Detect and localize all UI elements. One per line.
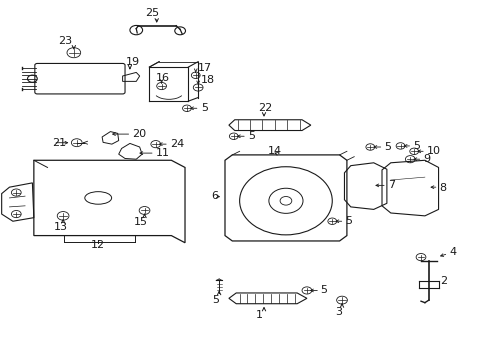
Text: 5: 5: [211, 295, 218, 305]
Text: 12: 12: [91, 240, 105, 250]
Text: 17: 17: [198, 63, 212, 73]
Text: 19: 19: [125, 57, 140, 67]
Text: 16: 16: [156, 73, 169, 83]
Text: 14: 14: [267, 145, 282, 156]
Text: 7: 7: [387, 180, 394, 190]
Text: 18: 18: [200, 75, 214, 85]
Text: 24: 24: [169, 139, 184, 149]
Text: 10: 10: [426, 146, 440, 156]
Text: 5: 5: [384, 142, 390, 152]
Text: 15: 15: [134, 217, 148, 226]
Text: 22: 22: [258, 103, 272, 113]
Text: 21: 21: [52, 138, 66, 148]
Text: 23: 23: [58, 36, 72, 46]
Text: 13: 13: [53, 222, 67, 232]
Text: 5: 5: [320, 285, 327, 296]
Text: 25: 25: [144, 8, 159, 18]
Text: 4: 4: [448, 247, 455, 257]
Text: 20: 20: [132, 129, 146, 139]
Text: 5: 5: [412, 141, 419, 151]
Text: 5: 5: [201, 103, 208, 113]
Text: 5: 5: [247, 131, 254, 141]
Text: 8: 8: [439, 183, 446, 193]
Text: 1: 1: [255, 310, 262, 320]
Text: 3: 3: [334, 307, 342, 316]
Text: 2: 2: [440, 276, 447, 286]
Text: 9: 9: [423, 154, 430, 164]
Text: 6: 6: [211, 191, 218, 201]
Text: 11: 11: [156, 148, 169, 158]
Text: 5: 5: [344, 216, 351, 226]
